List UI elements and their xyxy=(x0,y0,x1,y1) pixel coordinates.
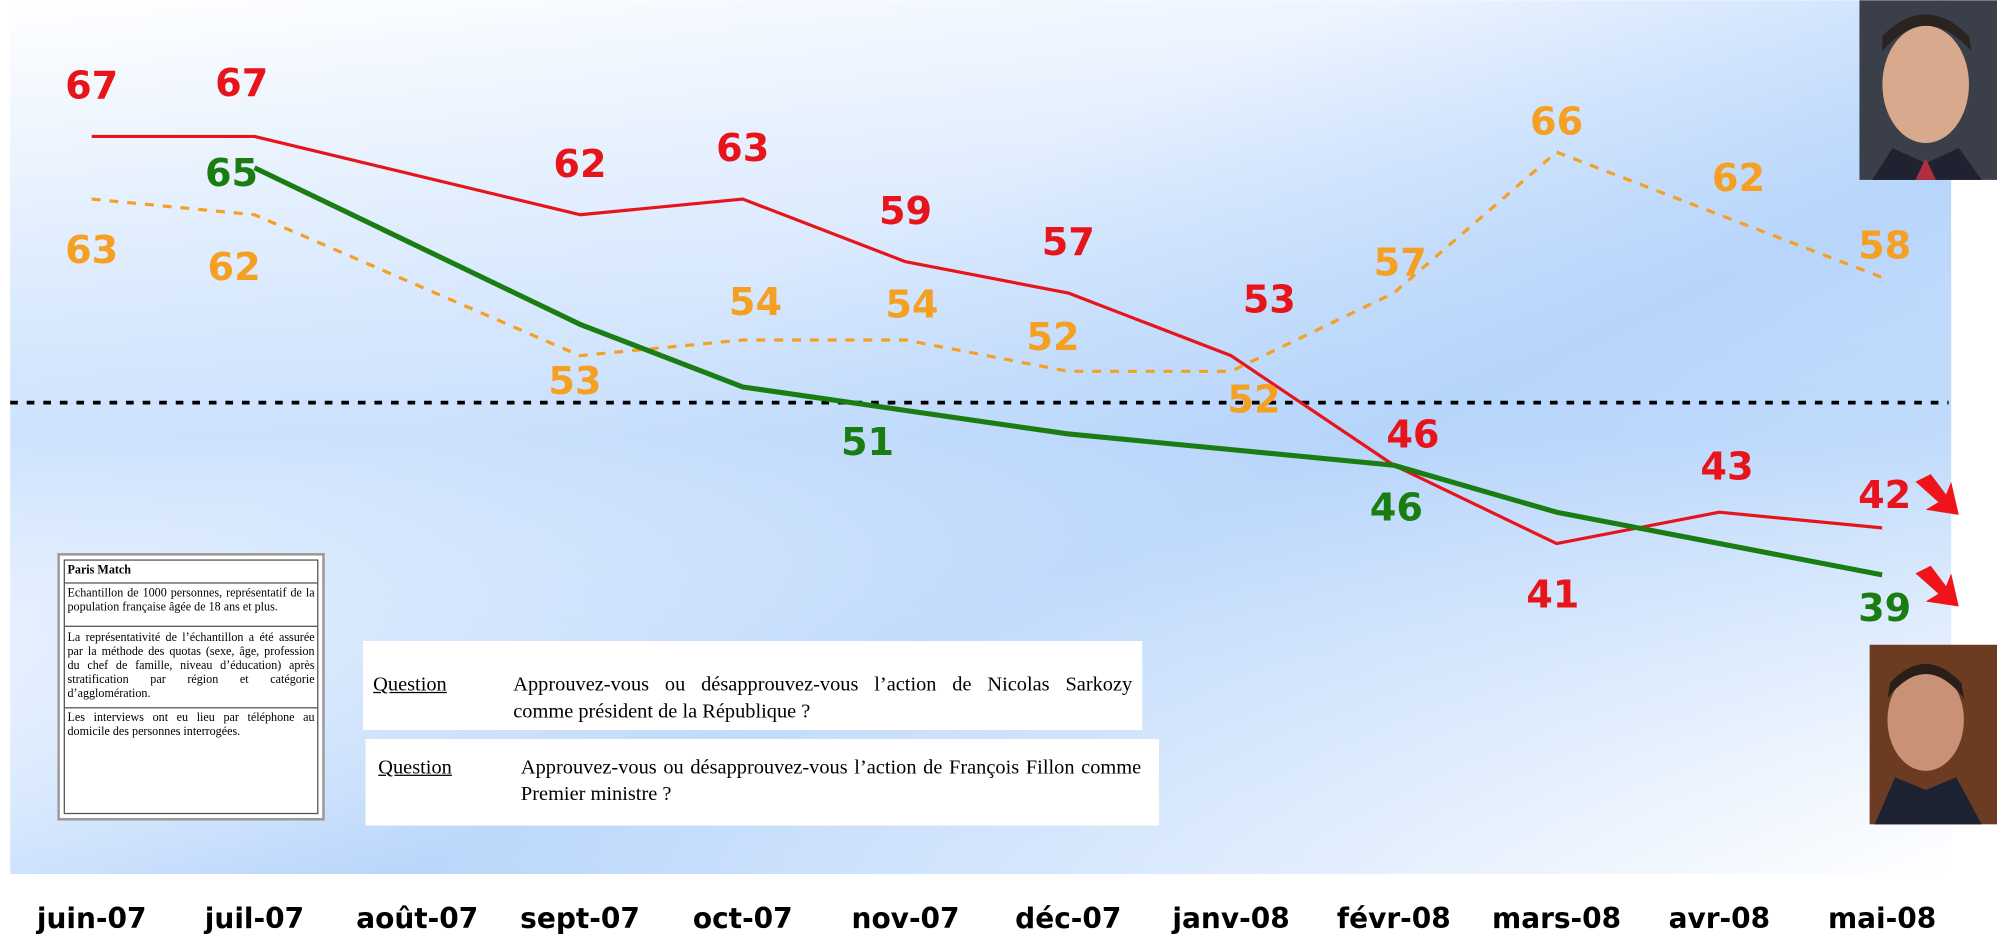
series-line xyxy=(91,134,1883,546)
data-label: 54 xyxy=(885,283,938,327)
x-tick-label: déc-07 xyxy=(1015,902,1121,935)
data-label: 57 xyxy=(1374,241,1427,285)
question-box: Question Approuvez-vous ou désapprouvez-… xyxy=(365,739,1159,826)
x-tick-label: juin-07 xyxy=(36,902,147,935)
x-tick-label: févr-08 xyxy=(1337,902,1451,935)
x-tick-label: juil-07 xyxy=(204,902,304,935)
x-tick-label: avr-08 xyxy=(1669,902,1771,935)
data-label: 52 xyxy=(1026,316,1079,360)
trend-arrows xyxy=(1915,474,1959,607)
data-label: 46 xyxy=(1386,414,1439,458)
data-label: 42 xyxy=(1858,474,1911,518)
data-label: 62 xyxy=(553,143,606,187)
photo-sarkozy xyxy=(1869,644,1997,825)
question-text: Approuvez-vous ou désapprouvez-vous l’ac… xyxy=(520,756,1142,806)
data-label: 41 xyxy=(1526,574,1579,618)
data-label: 63 xyxy=(65,229,118,273)
data-label: 62 xyxy=(208,246,261,290)
data-label: 52 xyxy=(1227,378,1280,422)
x-tick-label: mai-08 xyxy=(1828,902,1936,935)
data-label: 62 xyxy=(1712,157,1765,201)
data-label: 58 xyxy=(1858,225,1911,269)
series-line xyxy=(253,165,1883,578)
data-label: 67 xyxy=(65,65,118,109)
source-box: Paris Match Echantillon de 1000 personne… xyxy=(57,553,325,821)
data-label: 43 xyxy=(1700,445,1753,489)
data-label: 59 xyxy=(879,190,932,234)
data-label: 51 xyxy=(841,421,894,465)
question-text: Approuvez-vous ou désapprouvez-vous l’ac… xyxy=(513,674,1133,723)
x-tick-label: sept-07 xyxy=(520,902,640,935)
source-title: Paris Match xyxy=(64,561,318,584)
data-label: 63 xyxy=(716,127,769,171)
data-label: 65 xyxy=(205,152,258,196)
data-label: 46 xyxy=(1370,486,1423,530)
series-line xyxy=(91,150,1883,373)
data-label: 57 xyxy=(1042,221,1095,265)
question-box: Question Approuvez-vous ou désapprouvez-… xyxy=(362,640,1143,731)
source-text: Les interviews ont eu lieu par téléphone… xyxy=(67,712,315,740)
source-text: Echantillon de 1000 personnes, représent… xyxy=(67,587,315,615)
data-label: 54 xyxy=(729,281,782,325)
photo-fillon xyxy=(1859,0,1997,180)
x-tick-label: août-07 xyxy=(356,902,478,935)
data-label: 39 xyxy=(1858,587,1911,631)
data-label: 53 xyxy=(1243,279,1296,323)
x-tick-label: janv-08 xyxy=(1171,902,1289,935)
data-label: 53 xyxy=(548,360,601,404)
x-tick-label: mars-08 xyxy=(1492,902,1621,935)
x-tick-label: oct-07 xyxy=(693,902,793,935)
question-label: Question xyxy=(378,756,452,779)
question-label: Question xyxy=(373,674,447,696)
data-label: 67 xyxy=(215,62,268,106)
x-tick-label: nov-07 xyxy=(852,902,960,935)
data-label: 66 xyxy=(1530,101,1583,145)
source-text: La représentativité de l’échantillon a é… xyxy=(64,625,318,709)
